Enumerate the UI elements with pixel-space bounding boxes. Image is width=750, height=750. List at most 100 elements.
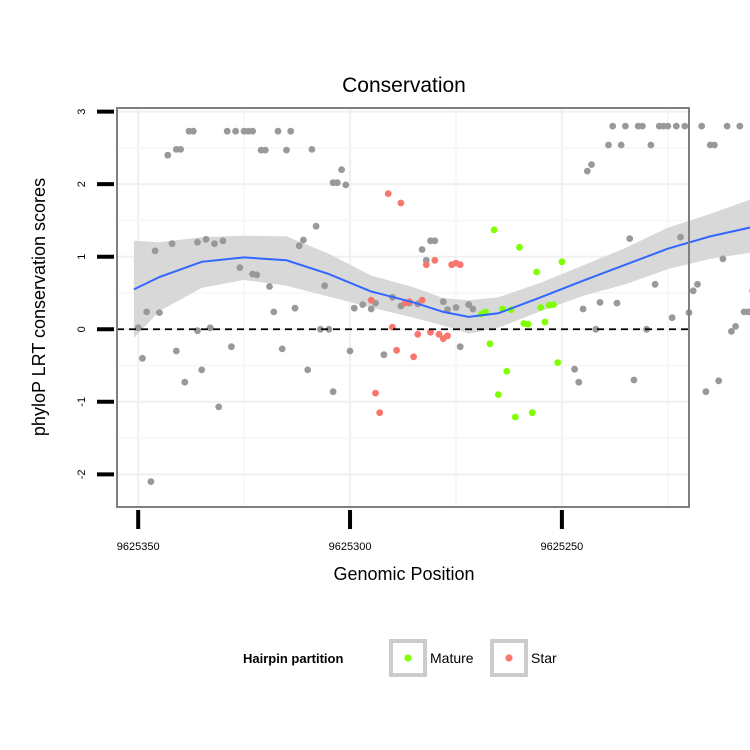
data-point xyxy=(732,323,739,330)
data-point xyxy=(249,127,256,135)
axes-layer: -2-101239625350962530096252509625200 xyxy=(76,109,583,553)
data-point xyxy=(588,161,595,169)
data-point xyxy=(672,122,680,130)
y-tick-label: 3 xyxy=(76,109,88,115)
data-point xyxy=(528,409,536,417)
data-point xyxy=(329,388,337,396)
data-point xyxy=(376,409,384,417)
y-tick-label: 0 xyxy=(76,326,88,332)
data-point xyxy=(689,287,697,295)
data-point xyxy=(605,141,612,149)
data-point xyxy=(579,305,587,313)
data-point xyxy=(524,320,532,328)
legend-label: Star xyxy=(531,650,557,666)
data-point xyxy=(312,222,320,230)
data-point xyxy=(350,304,358,312)
data-point xyxy=(694,280,701,288)
data-point xyxy=(206,324,214,332)
data-point xyxy=(651,280,659,288)
data-point xyxy=(215,403,223,411)
data-point xyxy=(452,304,460,311)
data-point xyxy=(609,122,617,130)
data-point xyxy=(380,351,388,359)
data-point xyxy=(202,235,210,243)
data-point xyxy=(592,325,600,333)
data-point xyxy=(410,353,417,361)
data-point xyxy=(367,296,375,304)
legend-entry-star: Star xyxy=(490,639,557,677)
data-point xyxy=(444,332,451,340)
data-point xyxy=(626,235,634,243)
data-point xyxy=(427,328,434,336)
data-point xyxy=(223,127,231,135)
data-point xyxy=(346,347,354,355)
legend-marker xyxy=(404,654,412,662)
data-point xyxy=(261,146,269,154)
data-point xyxy=(583,167,591,175)
data-point xyxy=(711,141,718,149)
data-point xyxy=(456,261,464,269)
data-point xyxy=(482,308,489,316)
y-axis-title: phyloP LRT conservation scores xyxy=(29,178,49,436)
y-tick-label: 2 xyxy=(76,181,88,187)
data-point xyxy=(490,226,498,234)
data-point xyxy=(181,378,189,386)
data-point xyxy=(147,478,155,485)
data-point xyxy=(736,122,744,130)
chart-title: Conservation xyxy=(342,74,466,97)
smooth-line xyxy=(133,226,750,318)
legend-title: Hairpin partition xyxy=(243,651,343,666)
data-point xyxy=(177,146,185,153)
legend-entry-mature: Mature xyxy=(389,639,474,677)
data-point xyxy=(384,190,392,198)
data-point xyxy=(554,359,562,366)
data-point xyxy=(211,240,218,248)
data-point xyxy=(435,330,443,338)
data-point xyxy=(439,298,447,306)
legend: Hairpin partition Mature Star xyxy=(243,639,557,677)
points-layer xyxy=(134,122,750,485)
grid-lines xyxy=(117,108,689,507)
x-tick-label: 9625350 xyxy=(117,541,160,553)
data-point xyxy=(719,255,727,263)
data-point xyxy=(418,296,426,304)
data-point xyxy=(325,325,333,333)
data-point xyxy=(143,308,151,316)
data-point xyxy=(283,146,290,154)
data-point xyxy=(469,305,477,313)
data-point xyxy=(511,413,519,421)
data-point xyxy=(558,258,566,266)
data-point xyxy=(270,308,278,316)
x-tick-label: 9625250 xyxy=(540,541,583,553)
data-point xyxy=(702,388,710,396)
data-point xyxy=(317,325,324,333)
confidence-band xyxy=(133,199,750,338)
x-tick-label: 9625300 xyxy=(329,541,372,553)
data-point xyxy=(533,268,540,276)
data-point xyxy=(198,366,206,374)
data-point xyxy=(397,199,405,207)
data-point xyxy=(630,376,638,384)
data-point xyxy=(342,181,350,189)
data-point xyxy=(172,347,180,355)
data-point xyxy=(232,127,240,135)
data-point xyxy=(372,389,379,397)
data-point xyxy=(253,271,261,279)
data-point xyxy=(367,305,375,313)
legend-label: Mature xyxy=(430,650,474,666)
data-point xyxy=(236,264,244,271)
data-point xyxy=(308,146,316,153)
data-point xyxy=(503,367,511,375)
data-point xyxy=(333,179,341,187)
data-point xyxy=(393,346,400,354)
confidence-band-layer xyxy=(133,199,750,338)
data-point xyxy=(516,243,523,251)
data-point xyxy=(194,327,201,335)
data-point xyxy=(266,283,273,290)
data-point xyxy=(418,246,426,253)
x-axis-title: Genomic Position xyxy=(333,564,474,584)
data-point xyxy=(431,237,439,245)
data-point xyxy=(414,330,422,338)
data-point xyxy=(668,314,676,322)
